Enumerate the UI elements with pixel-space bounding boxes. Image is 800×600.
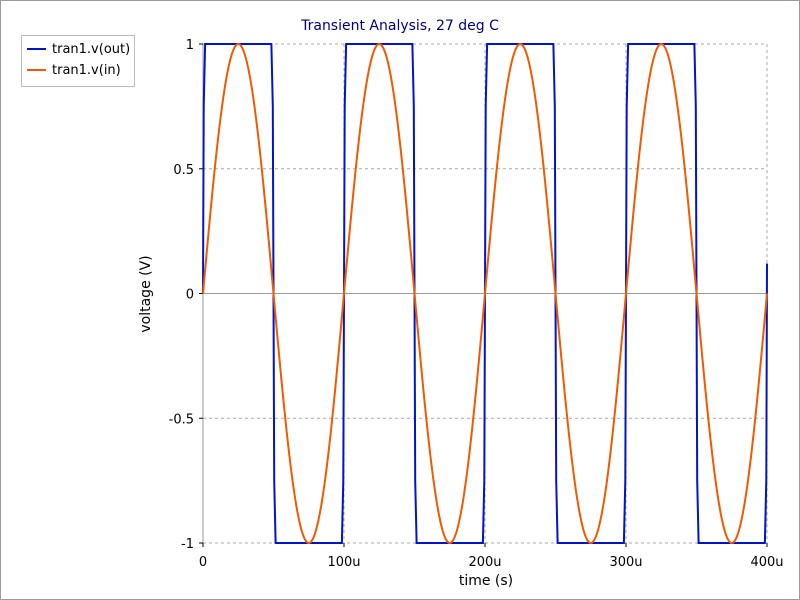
- legend-item-in: tran1.v(in): [27, 61, 121, 79]
- legend: tran1.v(out) tran1.v(in): [21, 35, 135, 87]
- x-tick-label: 300u: [609, 555, 642, 570]
- series-layer: [202, 42, 768, 545]
- x-tick-label: 100u: [327, 555, 360, 570]
- legend-label-in: tran1.v(in): [52, 62, 121, 78]
- x-tick-label: 0: [199, 555, 207, 570]
- y-tick-label: 0.5: [173, 163, 194, 178]
- y-axis-label: voltage (V): [138, 255, 154, 332]
- x-axis-label: time (s): [459, 573, 513, 589]
- y-tick-label: 0: [186, 288, 194, 303]
- y-tick-label: -0.5: [169, 412, 194, 427]
- legend-swatch-out: [27, 48, 46, 50]
- y-tick-label: -1: [181, 537, 194, 552]
- y-tick-label: 1: [186, 38, 194, 53]
- x-tick-label: 200u: [468, 555, 501, 570]
- chart-title: Transient Analysis, 27 deg C: [300, 18, 499, 34]
- legend-swatch-in: [27, 69, 46, 71]
- x-tick-label: 400u: [750, 555, 783, 570]
- axes: 1 0.5 0 -0.5 -1 0 100u 200u 300u 400u: [169, 38, 784, 570]
- legend-label-out: tran1.v(out): [52, 41, 131, 57]
- legend-item-out: tran1.v(out): [27, 40, 130, 58]
- series-line-in: [202, 42, 768, 545]
